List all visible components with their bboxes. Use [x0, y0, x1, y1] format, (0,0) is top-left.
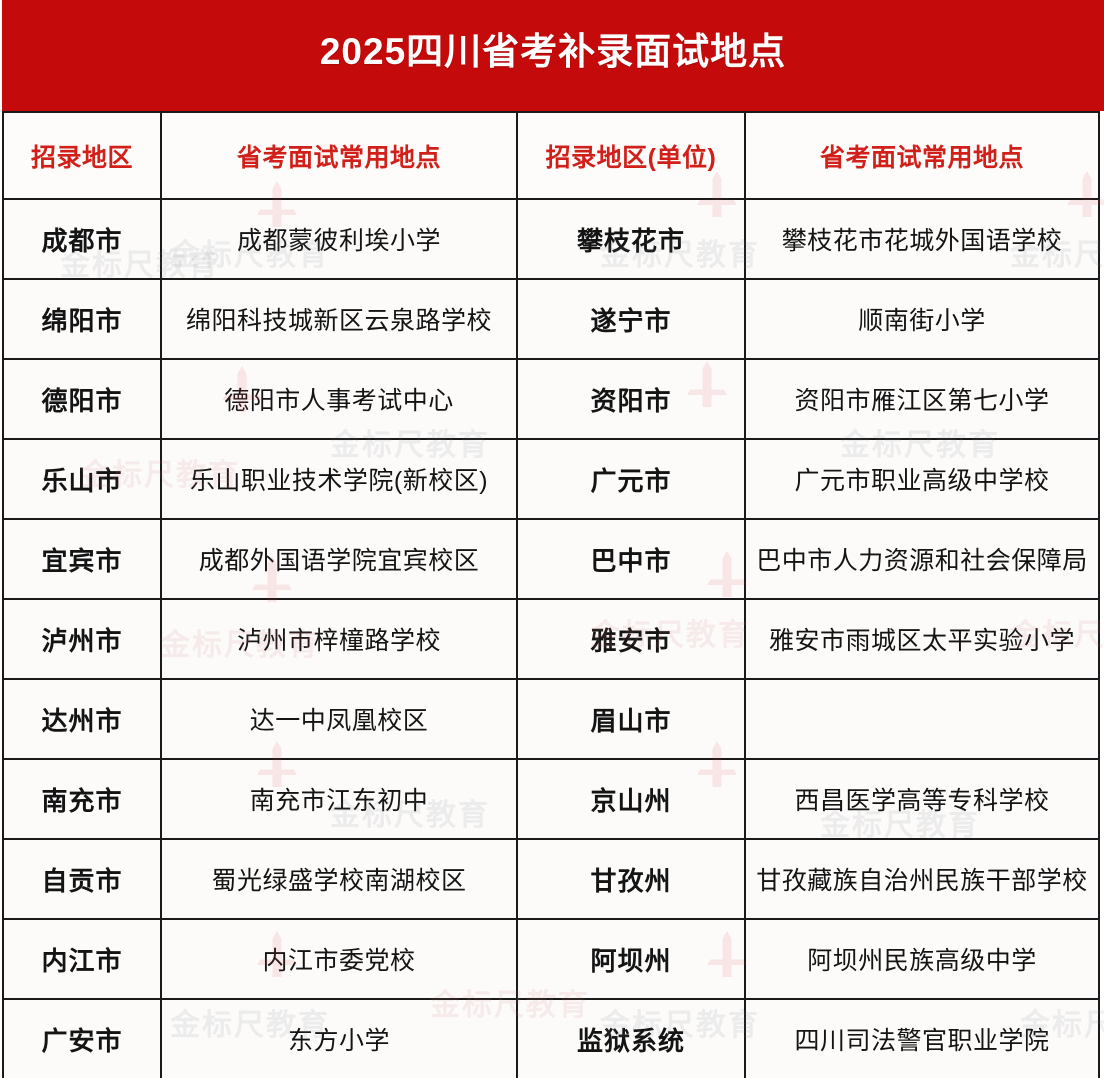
cell-venue-left: 达一中凤凰校区 [160, 678, 518, 760]
column-header-region-left: 招录地区 [2, 111, 162, 200]
table-row: 乐山市 乐山职业技术学院(新校区) 广元市 广元市职业高级中学校 [2, 438, 1100, 520]
cell-region-right: 京山州 [516, 758, 746, 840]
table-body: 成都市 成都蒙彼利埃小学 攀枝花市 攀枝花市花城外国语学校 绵阳市 绵阳科技城新区云泉路学… [2, 198, 1100, 1078]
cell-region-right: 广元市 [516, 438, 746, 520]
table-row: 德阳市 德阳市人事考试中心 资阳市 资阳市雁江区第七小学 [2, 358, 1100, 440]
table-row: 南充市 南充市江东初中 京山州 西昌医学高等专科学校 [2, 758, 1100, 840]
cell-region-left: 南充市 [2, 758, 162, 840]
table-row: 泸州市 泸州市梓橦路学校 雅安市 雅安市雨城区太平实验小学 [2, 598, 1100, 680]
cell-venue-right: 广元市职业高级中学校 [744, 438, 1100, 520]
interview-location-table-wrap: 招录地区 省考面试常用地点 招录地区(单位) 省考面试常用地点 成都市 成都蒙彼利… [2, 111, 1100, 1078]
cell-region-left: 广安市 [2, 998, 162, 1078]
cell-region-right: 阿坝州 [516, 918, 746, 1000]
page-title: 2025四川省考补录面试地点 [319, 31, 787, 72]
cell-venue-left: 内江市委党校 [160, 918, 518, 1000]
cell-venue-left: 成都外国语学院宜宾校区 [160, 518, 518, 600]
cell-region-right: 甘孜州 [516, 838, 746, 920]
table-row: 达州市 达一中凤凰校区 眉山市 [2, 678, 1100, 760]
cell-region-right: 监狱系统 [516, 998, 746, 1078]
cell-region-right: 雅安市 [516, 598, 746, 680]
cell-region-left: 宜宾市 [2, 518, 162, 600]
cell-venue-right: 西昌医学高等专科学校 [744, 758, 1100, 840]
cell-venue-left: 绵阳科技城新区云泉路学校 [160, 278, 518, 360]
banner-header: 2025四川省考补录面试地点 [2, 0, 1104, 111]
table-header-row: 招录地区 省考面试常用地点 招录地区(单位) 省考面试常用地点 [2, 111, 1100, 200]
cell-venue-left: 乐山职业技术学院(新校区) [160, 438, 518, 520]
cell-region-left: 德阳市 [2, 358, 162, 440]
cell-region-left: 内江市 [2, 918, 162, 1000]
table-row: 成都市 成都蒙彼利埃小学 攀枝花市 攀枝花市花城外国语学校 [2, 198, 1100, 280]
cell-region-left: 泸州市 [2, 598, 162, 680]
table-row: 绵阳市 绵阳科技城新区云泉路学校 遂宁市 顺南街小学 [2, 278, 1100, 360]
cell-region-left: 成都市 [2, 198, 162, 280]
cell-region-left: 乐山市 [2, 438, 162, 520]
cell-venue-right: 攀枝花市花城外国语学校 [744, 198, 1100, 280]
column-header-venue-left: 省考面试常用地点 [160, 111, 518, 200]
cell-venue-right: 甘孜藏族自治州民族干部学校 [744, 838, 1100, 920]
table-row: 内江市 内江市委党校 阿坝州 阿坝州民族高级中学 [2, 918, 1100, 1000]
cell-region-right: 攀枝花市 [516, 198, 746, 280]
cell-venue-right: 四川司法警官职业学院 [744, 998, 1100, 1078]
cell-region-right: 资阳市 [516, 358, 746, 440]
cell-region-left: 绵阳市 [2, 278, 162, 360]
table-row: 宜宾市 成都外国语学院宜宾校区 巴中市 巴中市人力资源和社会保障局 [2, 518, 1100, 600]
cell-venue-right [744, 678, 1100, 760]
cell-region-right: 眉山市 [516, 678, 746, 760]
cell-venue-right: 巴中市人力资源和社会保障局 [744, 518, 1100, 600]
column-header-region-right: 招录地区(单位) [516, 111, 746, 200]
cell-venue-left: 成都蒙彼利埃小学 [160, 198, 518, 280]
cell-venue-right: 雅安市雨城区太平实验小学 [744, 598, 1100, 680]
cell-venue-right: 阿坝州民族高级中学 [744, 918, 1100, 1000]
column-header-venue-right: 省考面试常用地点 [744, 111, 1100, 200]
cell-venue-right: 资阳市雁江区第七小学 [744, 358, 1100, 440]
cell-region-left: 达州市 [2, 678, 162, 760]
cell-venue-left: 南充市江东初中 [160, 758, 518, 840]
interview-location-table: 招录地区 省考面试常用地点 招录地区(单位) 省考面试常用地点 成都市 成都蒙彼利… [2, 111, 1100, 1078]
cell-region-right: 遂宁市 [516, 278, 746, 360]
table-row: 自贡市 蜀光绿盛学校南湖校区 甘孜州 甘孜藏族自治州民族干部学校 [2, 838, 1100, 920]
table-row: 广安市 东方小学 监狱系统 四川司法警官职业学院 [2, 998, 1100, 1078]
cell-venue-right: 顺南街小学 [744, 278, 1100, 360]
cell-venue-left: 蜀光绿盛学校南湖校区 [160, 838, 518, 920]
cell-region-right: 巴中市 [516, 518, 746, 600]
cell-venue-left: 泸州市梓橦路学校 [160, 598, 518, 680]
cell-venue-left: 东方小学 [160, 998, 518, 1078]
cell-venue-left: 德阳市人事考试中心 [160, 358, 518, 440]
cell-region-left: 自贡市 [2, 838, 162, 920]
